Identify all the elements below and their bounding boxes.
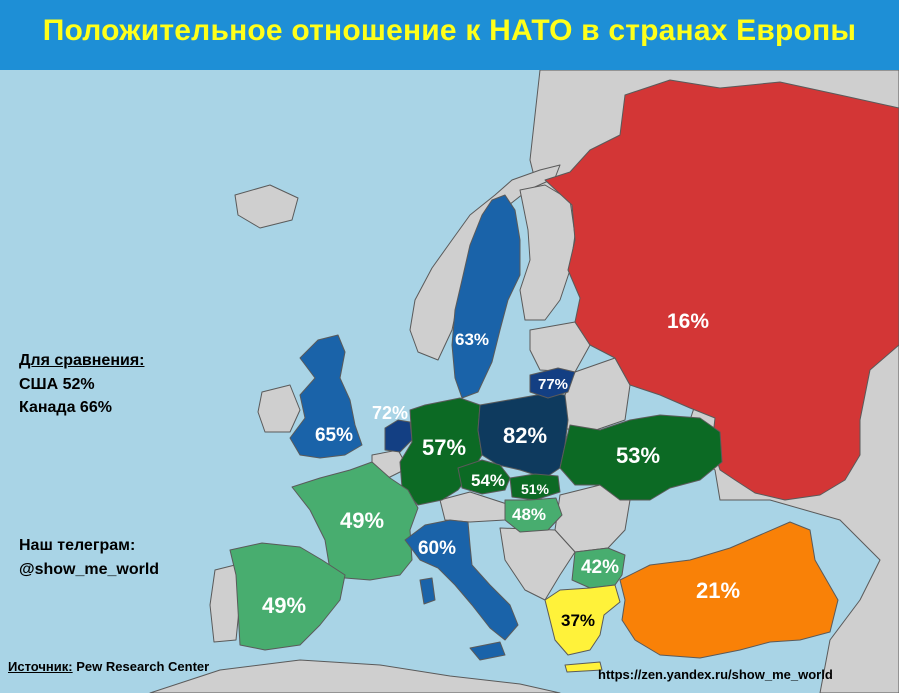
country-sicily (469, 641, 506, 661)
country-iceland (234, 184, 299, 229)
country-spain (229, 542, 346, 651)
country-uk (289, 334, 363, 459)
country-turkey (619, 521, 839, 659)
label-uk: 65% (315, 425, 353, 446)
label-netherlands: 72% (372, 403, 408, 423)
telegram-handle[interactable]: @show_me_world (19, 561, 160, 578)
comparison-canada: Канада 66% (19, 399, 112, 416)
country-ireland (257, 384, 301, 433)
country-crete (564, 661, 603, 673)
label-turkey: 21% (696, 578, 740, 603)
label-ukraine: 53% (616, 443, 660, 468)
label-hungary: 48% (512, 505, 546, 524)
label-spain: 49% (262, 593, 306, 618)
country-hungary (504, 497, 563, 533)
label-russia: 16% (667, 310, 709, 333)
country-russia (544, 79, 899, 501)
source-value: Pew Research Center (76, 659, 210, 674)
country-sweden (451, 194, 521, 399)
country-italy (404, 519, 519, 641)
country-north-africa (149, 659, 561, 693)
country-portugal (209, 564, 241, 643)
label-germany: 57% (422, 435, 466, 460)
page-title: Положительное отношение к НАТО в странах… (42, 14, 857, 47)
label-italy: 60% (418, 538, 456, 559)
telegram-heading: Наш телеграм: (19, 537, 136, 554)
country-bulgaria (571, 547, 626, 589)
label-bulgaria: 42% (581, 557, 619, 578)
country-ukraine (559, 414, 723, 501)
country-slovakia (509, 473, 561, 501)
source-url[interactable]: https://zen.yandex.ru/show_me_world (598, 667, 833, 682)
label-poland: 82% (503, 423, 547, 448)
comparison-usa: США 52% (19, 376, 95, 393)
title-bar (0, 0, 899, 70)
label-lithuania: 77% (538, 376, 568, 393)
country-balkans (499, 527, 576, 601)
label-sweden: 63% (455, 330, 489, 349)
country-czechia (457, 459, 511, 495)
comparison-heading: Для сравнения: (19, 352, 145, 369)
source-line: Источник: Pew Research Center (8, 659, 209, 675)
country-lithuania (529, 367, 576, 399)
label-france: 49% (340, 508, 384, 533)
country-greece (544, 584, 621, 656)
label-greece: 37% (561, 611, 595, 630)
source-label: Источник: (8, 659, 73, 674)
label-slovakia: 51% (521, 481, 550, 497)
country-sardinia (419, 577, 436, 605)
label-czechia: 54% (471, 471, 505, 490)
